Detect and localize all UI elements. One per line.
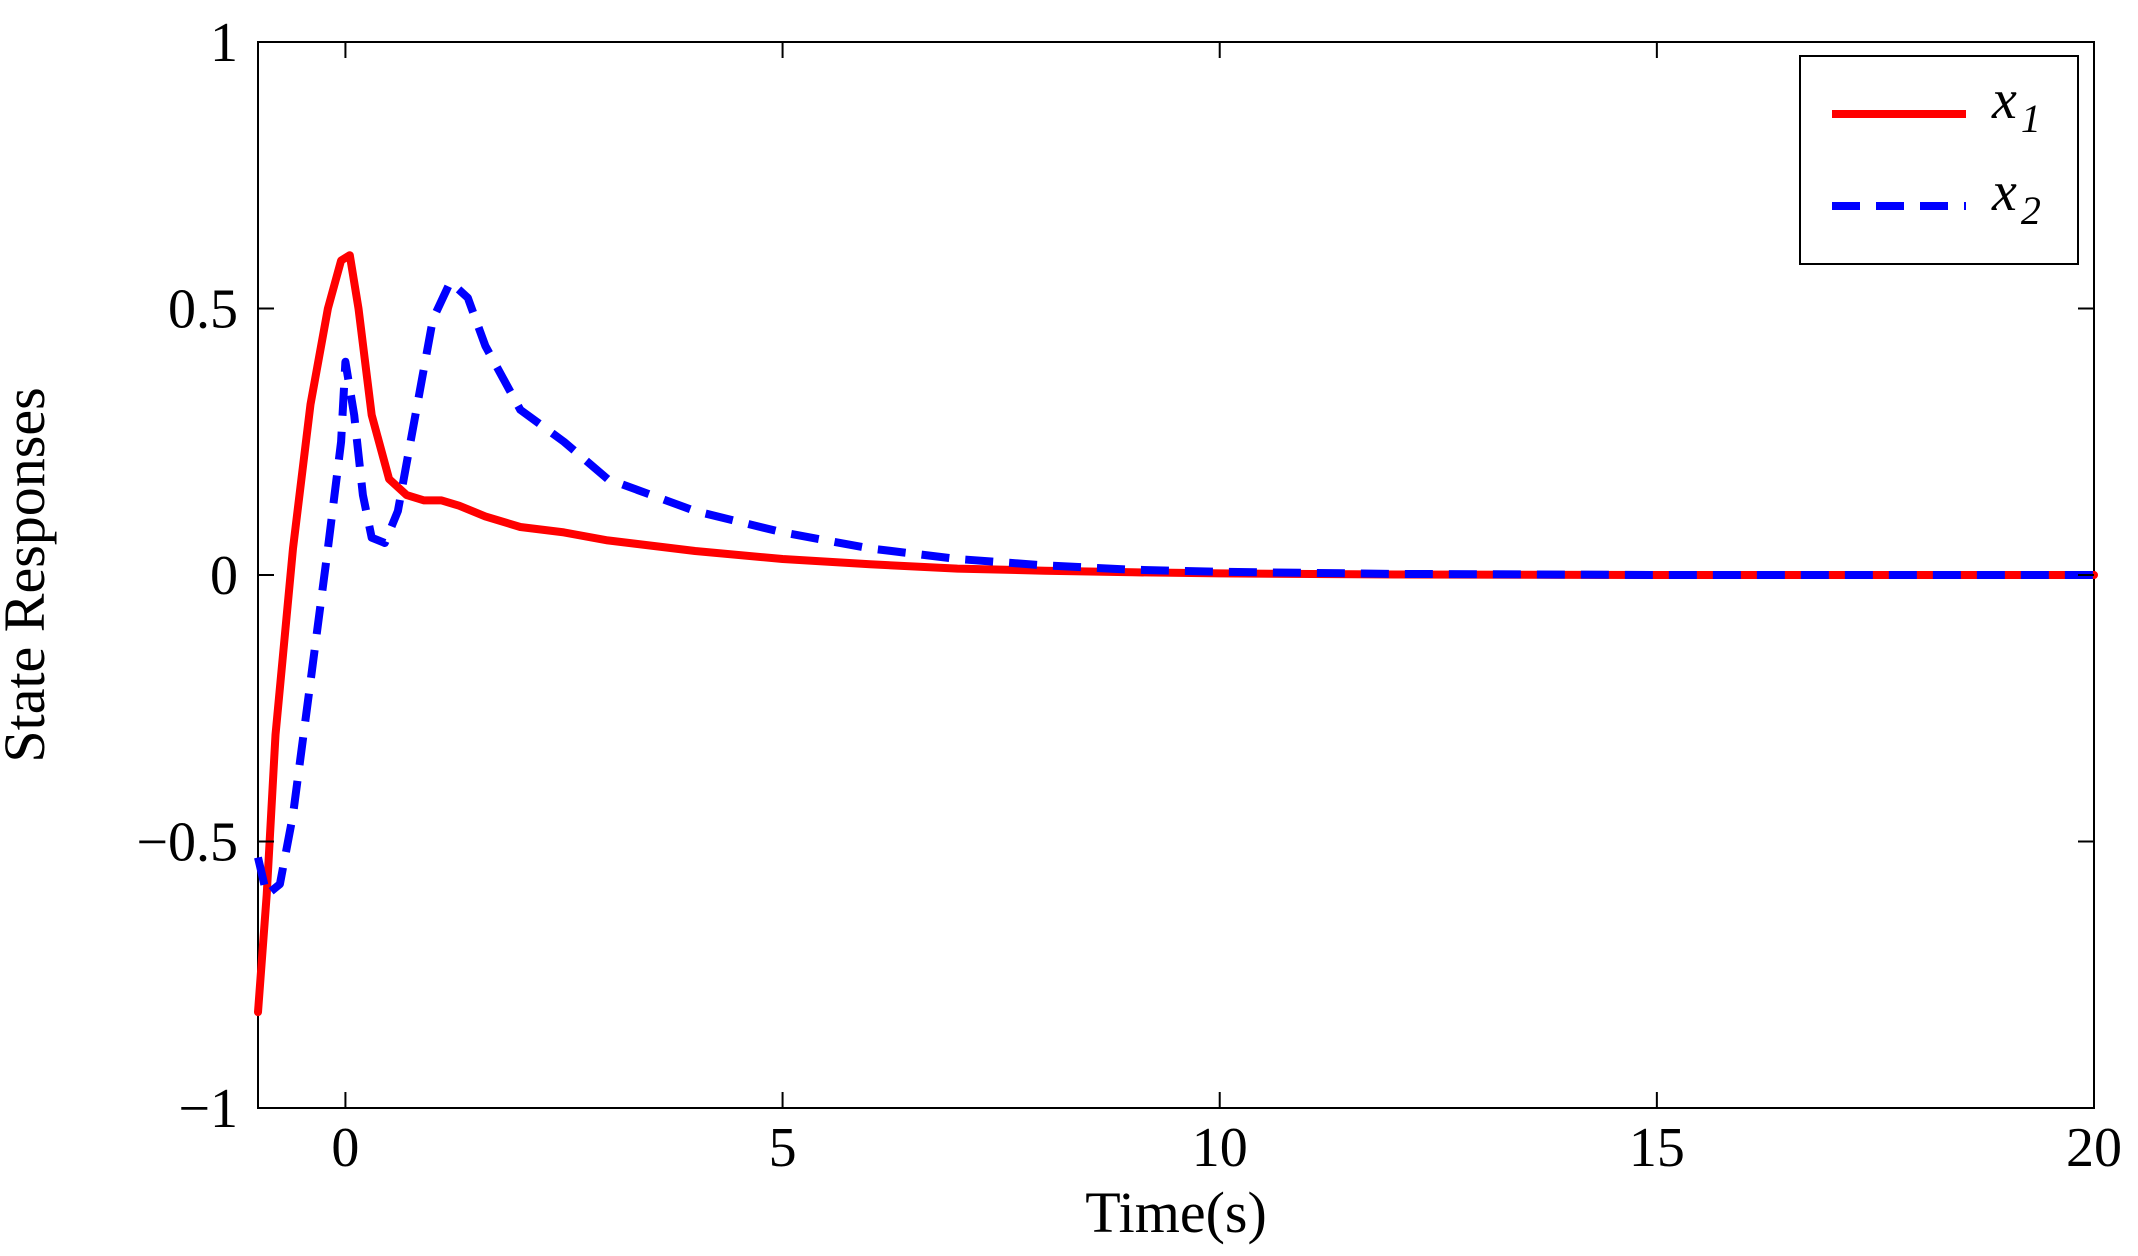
x-tick-label: 10 [1192,1117,1248,1179]
y-tick-label: −1 [178,1078,238,1140]
axis-ticks: 0 5 10 15 20 −1 −0.5 0 0.5 1 [136,12,2122,1179]
legend-label-x2-subscript: 2 [2021,188,2041,233]
x-axis-label: Time(s) [1085,1180,1267,1245]
y-tick-label: 0 [210,545,238,607]
legend-box [1799,55,2079,265]
series-group [254,251,2098,1017]
x-tick-label: 0 [331,1117,359,1179]
legend-label-x1-subscript: 1 [2021,96,2041,141]
y-tick-label: −0.5 [136,812,238,874]
legend-label-x1-name: x [1991,69,2017,131]
series-line-x2 [254,277,2094,899]
y-tick-label: 0.5 [168,279,238,341]
y-axis-label: State Responses [0,387,57,762]
x-tick-label: 15 [1629,1117,1685,1179]
x-tick-label: 5 [769,1117,797,1179]
y-tick-label: 1 [210,12,238,74]
series-line-x1 [254,251,2098,1017]
legend-label-x2-name: x [1991,161,2017,223]
x-tick-label: 20 [2066,1117,2122,1179]
